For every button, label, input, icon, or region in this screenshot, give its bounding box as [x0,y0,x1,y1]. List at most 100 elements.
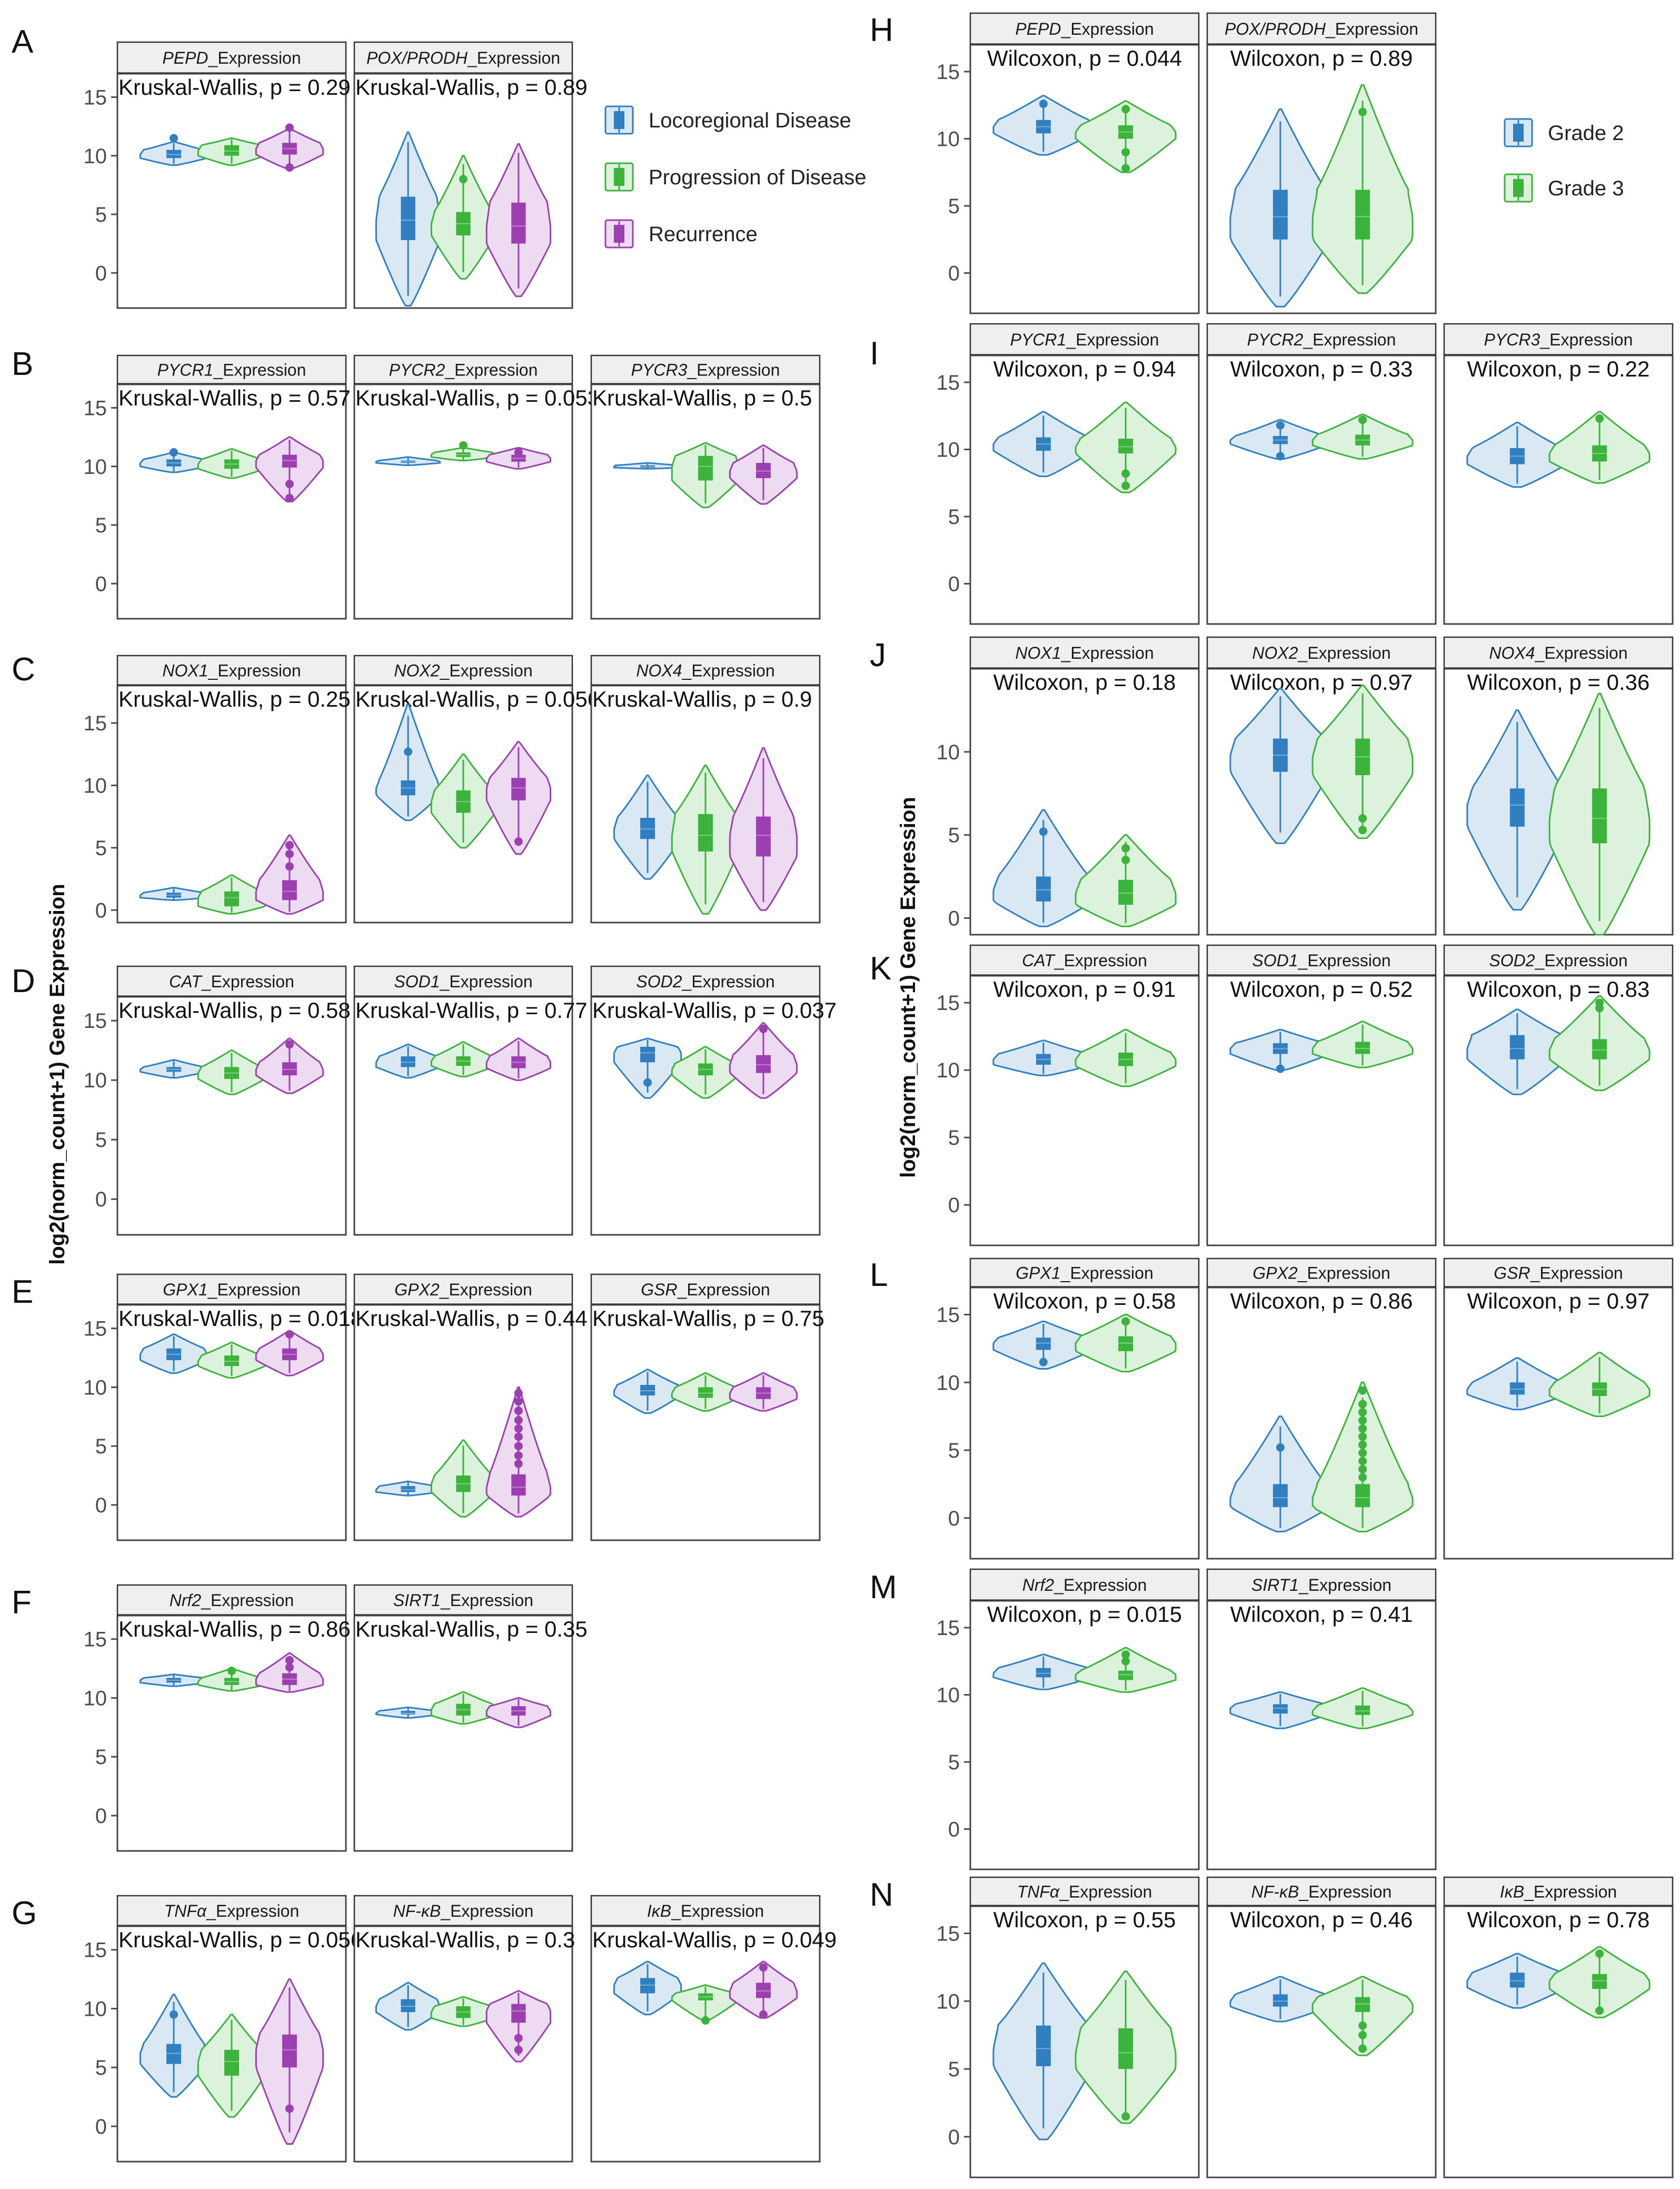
facet-title-suffix: _Expression [1298,643,1391,662]
facet-strip [1443,636,1674,670]
violin-progression-of-disease [430,1691,496,1725]
outlier-point [514,1389,523,1398]
p-value-label: Kruskal-Wallis, p = 0.018 [118,1306,363,1331]
facet-title: IκB_Expression [647,1901,764,1920]
facet-pycr3: PYCR3_Expression Kruskal-Wallis, p = 0.5 [590,354,821,620]
violin-grade-3 [1311,1021,1414,1068]
facet-title-suffix: _Expression [1535,951,1628,970]
facet-title: NOX1_Expression [1015,643,1154,662]
facet-plot-area [1443,1905,1674,2178]
y-tick-label: 10 [84,1376,107,1399]
outlier-point [1358,2044,1367,2053]
facet-plot-area [116,1304,347,1541]
facet-gsr: GSR_Expression Kruskal-Wallis, p = 0.75 [590,1273,824,1541]
panel-letter: L [870,1257,888,1293]
facet-plot-area [969,1600,1200,1870]
facet-gene-name: PYCR1 [1010,330,1067,349]
box-iqr [1509,1035,1525,1059]
box-iqr [282,2034,297,2068]
facet-cat: CAT_Expression Wilcoxon, p = 0.91 [969,944,1200,1246]
violin-recurrence [255,436,324,502]
facet-plot-area [590,1925,821,2163]
facet-title: POX/PRODH_Expression [1225,19,1418,38]
y-tick-label: 5 [95,1746,107,1769]
facet-nrf2: Nrf2_Expression Kruskal-Wallis, p = 0.86 [116,1584,351,1852]
facet-title-suffix: _Expression [439,1280,532,1299]
outlier-point [514,1424,523,1433]
violin-grade-3 [1075,1314,1177,1373]
outlier-point [285,1040,294,1049]
violin-progression-of-disease [430,1996,496,2027]
y-tick-label: 10 [84,774,107,797]
facet-strip [1443,1876,1674,1907]
facet-title: GPX2_Expression [394,1280,532,1299]
box-iqr [640,1978,655,1994]
facet-gene-name: Nrf2 [170,1591,202,1610]
facet-title-suffix: _Expression [440,661,533,680]
y-tick-label: 15 [84,397,107,420]
facet-nf-b: NF-κB_Expression Wilcoxon, p = 0.46 [1206,1876,1437,2178]
facet-title-suffix: _Expression [201,972,294,991]
y-tick-label: 5 [95,1435,107,1458]
facet-strip [1443,323,1674,356]
violin-grade-3 [1311,1687,1414,1729]
box-iqr [1118,439,1134,454]
legend-right: Grade 2 Grade 3 [1504,118,1624,203]
facet-strip [969,1568,1200,1602]
facet-title-suffix: _Expression [1060,1264,1154,1283]
facet-tnf: TNFα_Expression Wilcoxon, p = 0.55 [969,1876,1200,2178]
box-iqr [1592,788,1607,844]
p-value-label: Kruskal-Wallis, p = 0.049 [592,1927,837,1952]
facet-title-suffix: _Expression [1303,330,1396,349]
outlier-point [1358,826,1367,835]
facet-title-suffix: _Expression [208,48,301,67]
facet-nox1: NOX1_Expression Wilcoxon, p = 0.18 [969,636,1200,936]
facet-strip [1443,944,1674,977]
outlier-point [1039,1358,1048,1366]
facet-title: GPX1_Expression [1016,1264,1153,1283]
outlier-point [1358,1465,1367,1474]
p-value-label: Kruskal-Wallis, p = 0.056 [118,1927,363,1952]
box-iqr [1592,1039,1607,1059]
violin-grade-2 [992,1962,1095,2141]
facet-gene-name: NF-κB [393,1901,441,1920]
outlier-point [170,2010,178,2019]
outlier-point [285,123,294,132]
violin-grade-3 [1075,834,1177,927]
box-iqr [511,1474,526,1496]
facet-sirt1: SIRT1_Expression Wilcoxon, p = 0.41 [1206,1568,1437,1870]
outlier-point [227,1667,236,1676]
facet-sod2: SOD2_Expression Kruskal-Wallis, p = 0.037 [590,965,837,1236]
p-value-label: Wilcoxon, p = 0.52 [1230,977,1413,1002]
facet-title-suffix: _Expression [206,1901,299,1920]
facet-gene-name: SOD2 [636,972,682,991]
outlier-point [285,163,294,172]
violin-grade-3 [1548,692,1651,936]
box-iqr [1509,1382,1525,1395]
p-value-label: Kruskal-Wallis, p = 0.58 [118,998,351,1023]
facet-title-suffix: _Expression [1053,1576,1147,1594]
p-value-label: Wilcoxon, p = 0.36 [1467,670,1650,695]
facet-title-suffix: _Expression [1535,643,1628,662]
y-tick-label: 5 [95,837,107,860]
facet-pycr2: PYCR2_Expression Wilcoxon, p = 0.33 [1206,323,1437,625]
violin-recurrence [729,747,798,911]
facet-gene-name: Nrf2 [1022,1576,1055,1594]
box-iqr [755,816,771,857]
outlier-point [514,1397,523,1406]
violin-locoregional-disease [139,1333,208,1374]
p-value-label: Wilcoxon, p = 0.015 [987,1602,1182,1627]
y-tick-label: 0 [948,2126,960,2149]
outlier-point [1039,100,1048,108]
facet-sod1: SOD1_Expression Wilcoxon, p = 0.52 [1206,944,1437,1246]
facet-title-suffix: _Expression [1539,330,1633,349]
facet-title: NOX1_Expression [162,661,301,680]
facet-title: POX/PRODH_Expression [366,48,560,67]
facet-pepd: PEPD_Expression Wilcoxon, p = 0.044 [969,12,1200,314]
outlier-point [1595,998,1604,1007]
facet-sod1: SOD1_Expression Kruskal-Wallis, p = 0.77 [353,965,588,1236]
facet-gpx2: GPX2_Expression Kruskal-Wallis, p = 0.44 [353,1273,588,1541]
panel-letter: F [12,1584,32,1621]
box-iqr [511,778,526,800]
